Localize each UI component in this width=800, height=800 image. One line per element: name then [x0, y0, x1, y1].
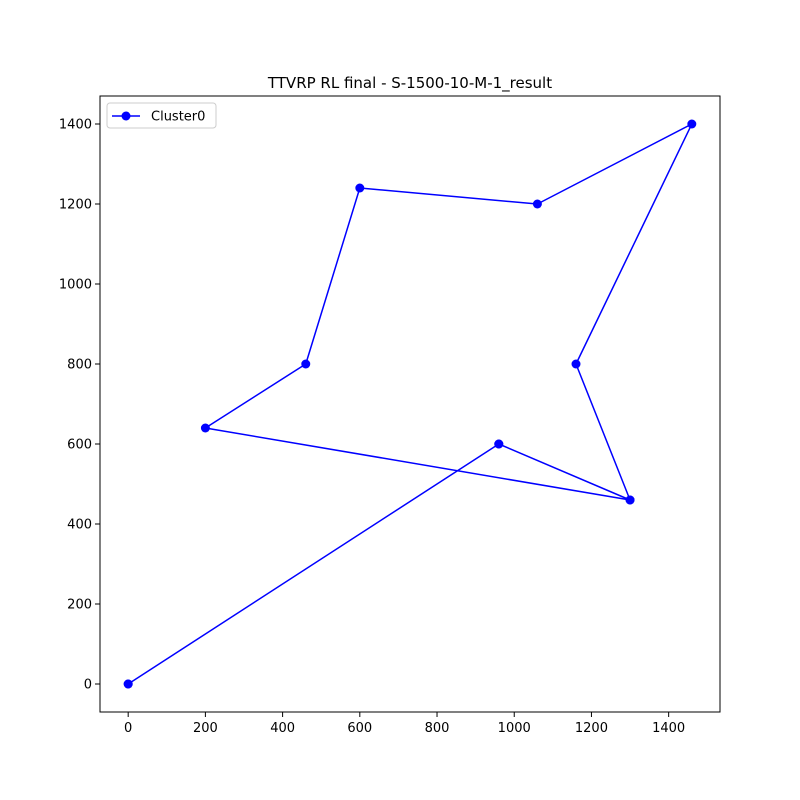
- x-tick-label-1400: 1400: [652, 721, 685, 736]
- y-tick-label-200: 200: [67, 598, 92, 613]
- x-tick-label-1200: 1200: [575, 721, 608, 736]
- legend-marker-cluster0: [121, 111, 131, 121]
- data-point: [625, 495, 635, 505]
- data-point: [355, 183, 365, 193]
- axes-frame: [99, 95, 721, 713]
- y-tick-label-0: 0: [84, 678, 92, 693]
- plot-area: [123, 119, 697, 689]
- data-point: [571, 359, 581, 369]
- legend-label-cluster0: Cluster0: [151, 110, 205, 125]
- x-tick-label-200: 200: [193, 721, 218, 736]
- data-point: [200, 423, 210, 433]
- y-tick-label-800: 800: [67, 358, 92, 373]
- data-point: [123, 679, 133, 689]
- y-tick-label-1000: 1000: [59, 278, 92, 293]
- legend-box: [106, 102, 217, 129]
- y-tick-label-1200: 1200: [59, 198, 92, 213]
- y-tick-label-600: 600: [67, 438, 92, 453]
- series-line-cluster0: [127, 123, 693, 685]
- axis-ticks: 0 200 400 600 800 1000 1200 1400 0 200 400 600 800 10…: [59, 118, 685, 737]
- y-tick-label-1400: 1400: [59, 118, 92, 133]
- x-tick-label-600: 600: [347, 721, 372, 736]
- legend: Cluster0: [106, 102, 217, 129]
- x-tick-label-1000: 1000: [498, 721, 531, 736]
- data-point: [687, 119, 697, 129]
- chart-title: TTVRP RL final - S-1500-10-M-1_result: [267, 74, 552, 93]
- x-tick-label-0: 0: [124, 721, 132, 736]
- data-point: [494, 439, 504, 449]
- x-tick-label-800: 800: [425, 721, 450, 736]
- y-tick-label-400: 400: [67, 518, 92, 533]
- x-tick-label-400: 400: [270, 721, 295, 736]
- data-point: [301, 359, 311, 369]
- data-point: [532, 199, 542, 209]
